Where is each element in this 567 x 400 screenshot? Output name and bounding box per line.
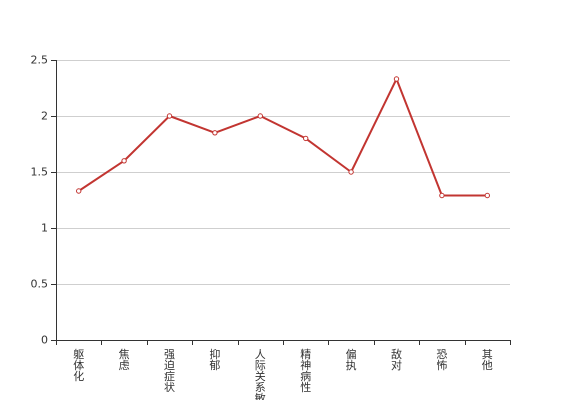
data-point — [166, 113, 173, 119]
data-point — [393, 76, 400, 82]
x-tick-label: 躯体化 — [73, 348, 84, 383]
y-axis-ticks: 0 0.5 1 1.5 2 2.5 — [31, 54, 56, 347]
series-line — [78, 78, 488, 197]
y-tick-label: 2.5 — [31, 54, 49, 67]
y-tick-label: 0 — [41, 334, 48, 347]
data-point — [439, 192, 445, 199]
x-tick-label: 焦虑 — [119, 348, 130, 372]
x-tick-label: 偏执 — [346, 347, 357, 372]
x-tick-label: 精神病性 — [300, 348, 311, 394]
series — [76, 76, 490, 199]
x-tick-label: 抑郁 — [209, 347, 220, 372]
x-tick-label: 敌对 — [391, 347, 402, 372]
x-tick-label: 人际关系敏感 — [255, 348, 266, 400]
data-point — [303, 135, 309, 142]
data-point — [76, 188, 82, 194]
y-tick-label: 2 — [41, 110, 48, 123]
x-axis-ticks: 躯体化 焦虑 强迫症状 抑郁 人际关系敏感 精神病性 偏执 敌对 恐怖 其他 — [56, 340, 511, 400]
x-tick-label: 恐怖 — [436, 348, 447, 372]
grid — [56, 60, 510, 285]
y-tick-label: 1 — [41, 222, 48, 235]
data-point — [121, 158, 127, 164]
data-point — [348, 169, 354, 175]
data-point — [212, 130, 218, 136]
data-point — [257, 113, 263, 119]
y-tick-label: 0.5 — [31, 278, 49, 291]
x-tick-label: 强迫症状 — [164, 348, 175, 394]
data-point — [484, 192, 490, 199]
x-tick-label: 其他 — [482, 348, 493, 372]
y-tick-label: 1.5 — [31, 166, 49, 179]
axes — [56, 60, 510, 341]
